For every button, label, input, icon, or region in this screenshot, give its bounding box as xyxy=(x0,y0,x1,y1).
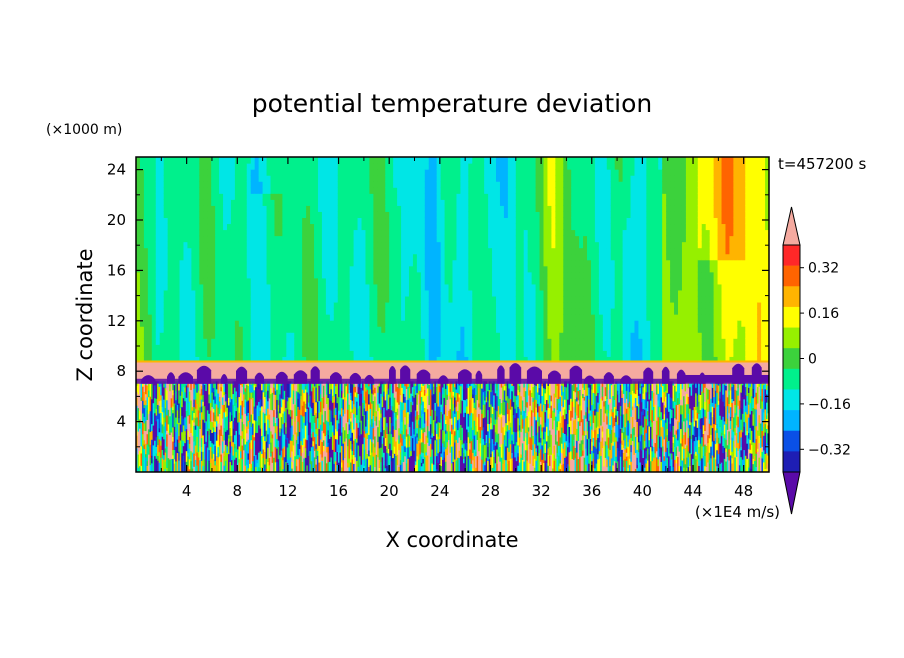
x-tick-label: 32 xyxy=(532,482,551,500)
x-tick-label: 44 xyxy=(683,482,702,500)
colorbar-segment xyxy=(783,348,800,369)
colorbar-max-arrow xyxy=(783,207,800,245)
colorbar-segment xyxy=(783,451,800,472)
colorbar-segment xyxy=(783,286,800,307)
y-tick-label: 20 xyxy=(107,211,126,229)
x-axis-label: X coordinate xyxy=(385,528,518,552)
x-tick-label: 12 xyxy=(278,482,297,500)
y-units-label: (×1000 m) xyxy=(46,122,122,138)
chart-title: potential temperature deviation xyxy=(252,89,652,118)
heatmap-field xyxy=(136,157,770,473)
y-tick-label: 12 xyxy=(107,312,126,330)
x-tick-label: 24 xyxy=(430,482,449,500)
y-axis-label: Z coordinate xyxy=(73,248,97,381)
x-tick-label: 36 xyxy=(582,482,601,500)
x-tick-label: 20 xyxy=(380,482,399,500)
x-tick-label: 4 xyxy=(182,482,192,500)
colorbar-segment xyxy=(783,389,800,410)
x-tick-label: 28 xyxy=(481,482,500,500)
x-units-label: (×1E4 m/s) xyxy=(695,503,780,521)
y-tick-label: 24 xyxy=(107,161,126,179)
colorbar-segment xyxy=(783,328,800,349)
x-tick-label: 8 xyxy=(233,482,243,500)
colorbar: 0.32 0.16 0 −0.16 −0.32 xyxy=(783,207,851,514)
colorbar-segment xyxy=(783,431,800,452)
colorbar-segment xyxy=(783,245,800,266)
x-tick-label: 40 xyxy=(633,482,652,500)
colorbar-segment xyxy=(783,369,800,390)
inversion-band xyxy=(136,360,769,381)
time-label: t=457200 s xyxy=(778,155,866,173)
lower-layer xyxy=(136,381,770,472)
colorbar-label: 0.32 xyxy=(808,261,839,277)
colorbar-segment xyxy=(783,410,800,431)
upper-layer xyxy=(136,157,770,363)
colorbar-label: −0.32 xyxy=(808,442,851,458)
colorbar-label: 0.16 xyxy=(808,306,839,322)
y-tick-label: 8 xyxy=(116,362,126,380)
x-tick-label: 16 xyxy=(329,482,348,500)
colorbar-segment xyxy=(783,266,800,287)
colorbar-segment xyxy=(783,307,800,328)
colorbar-label: 0 xyxy=(808,352,817,368)
colorbar-min-arrow xyxy=(783,472,800,514)
y-tick-label: 4 xyxy=(116,413,126,431)
colorbar-label: −0.16 xyxy=(808,397,851,413)
x-tick-label: 48 xyxy=(734,482,753,500)
y-tick-label: 16 xyxy=(107,261,126,279)
